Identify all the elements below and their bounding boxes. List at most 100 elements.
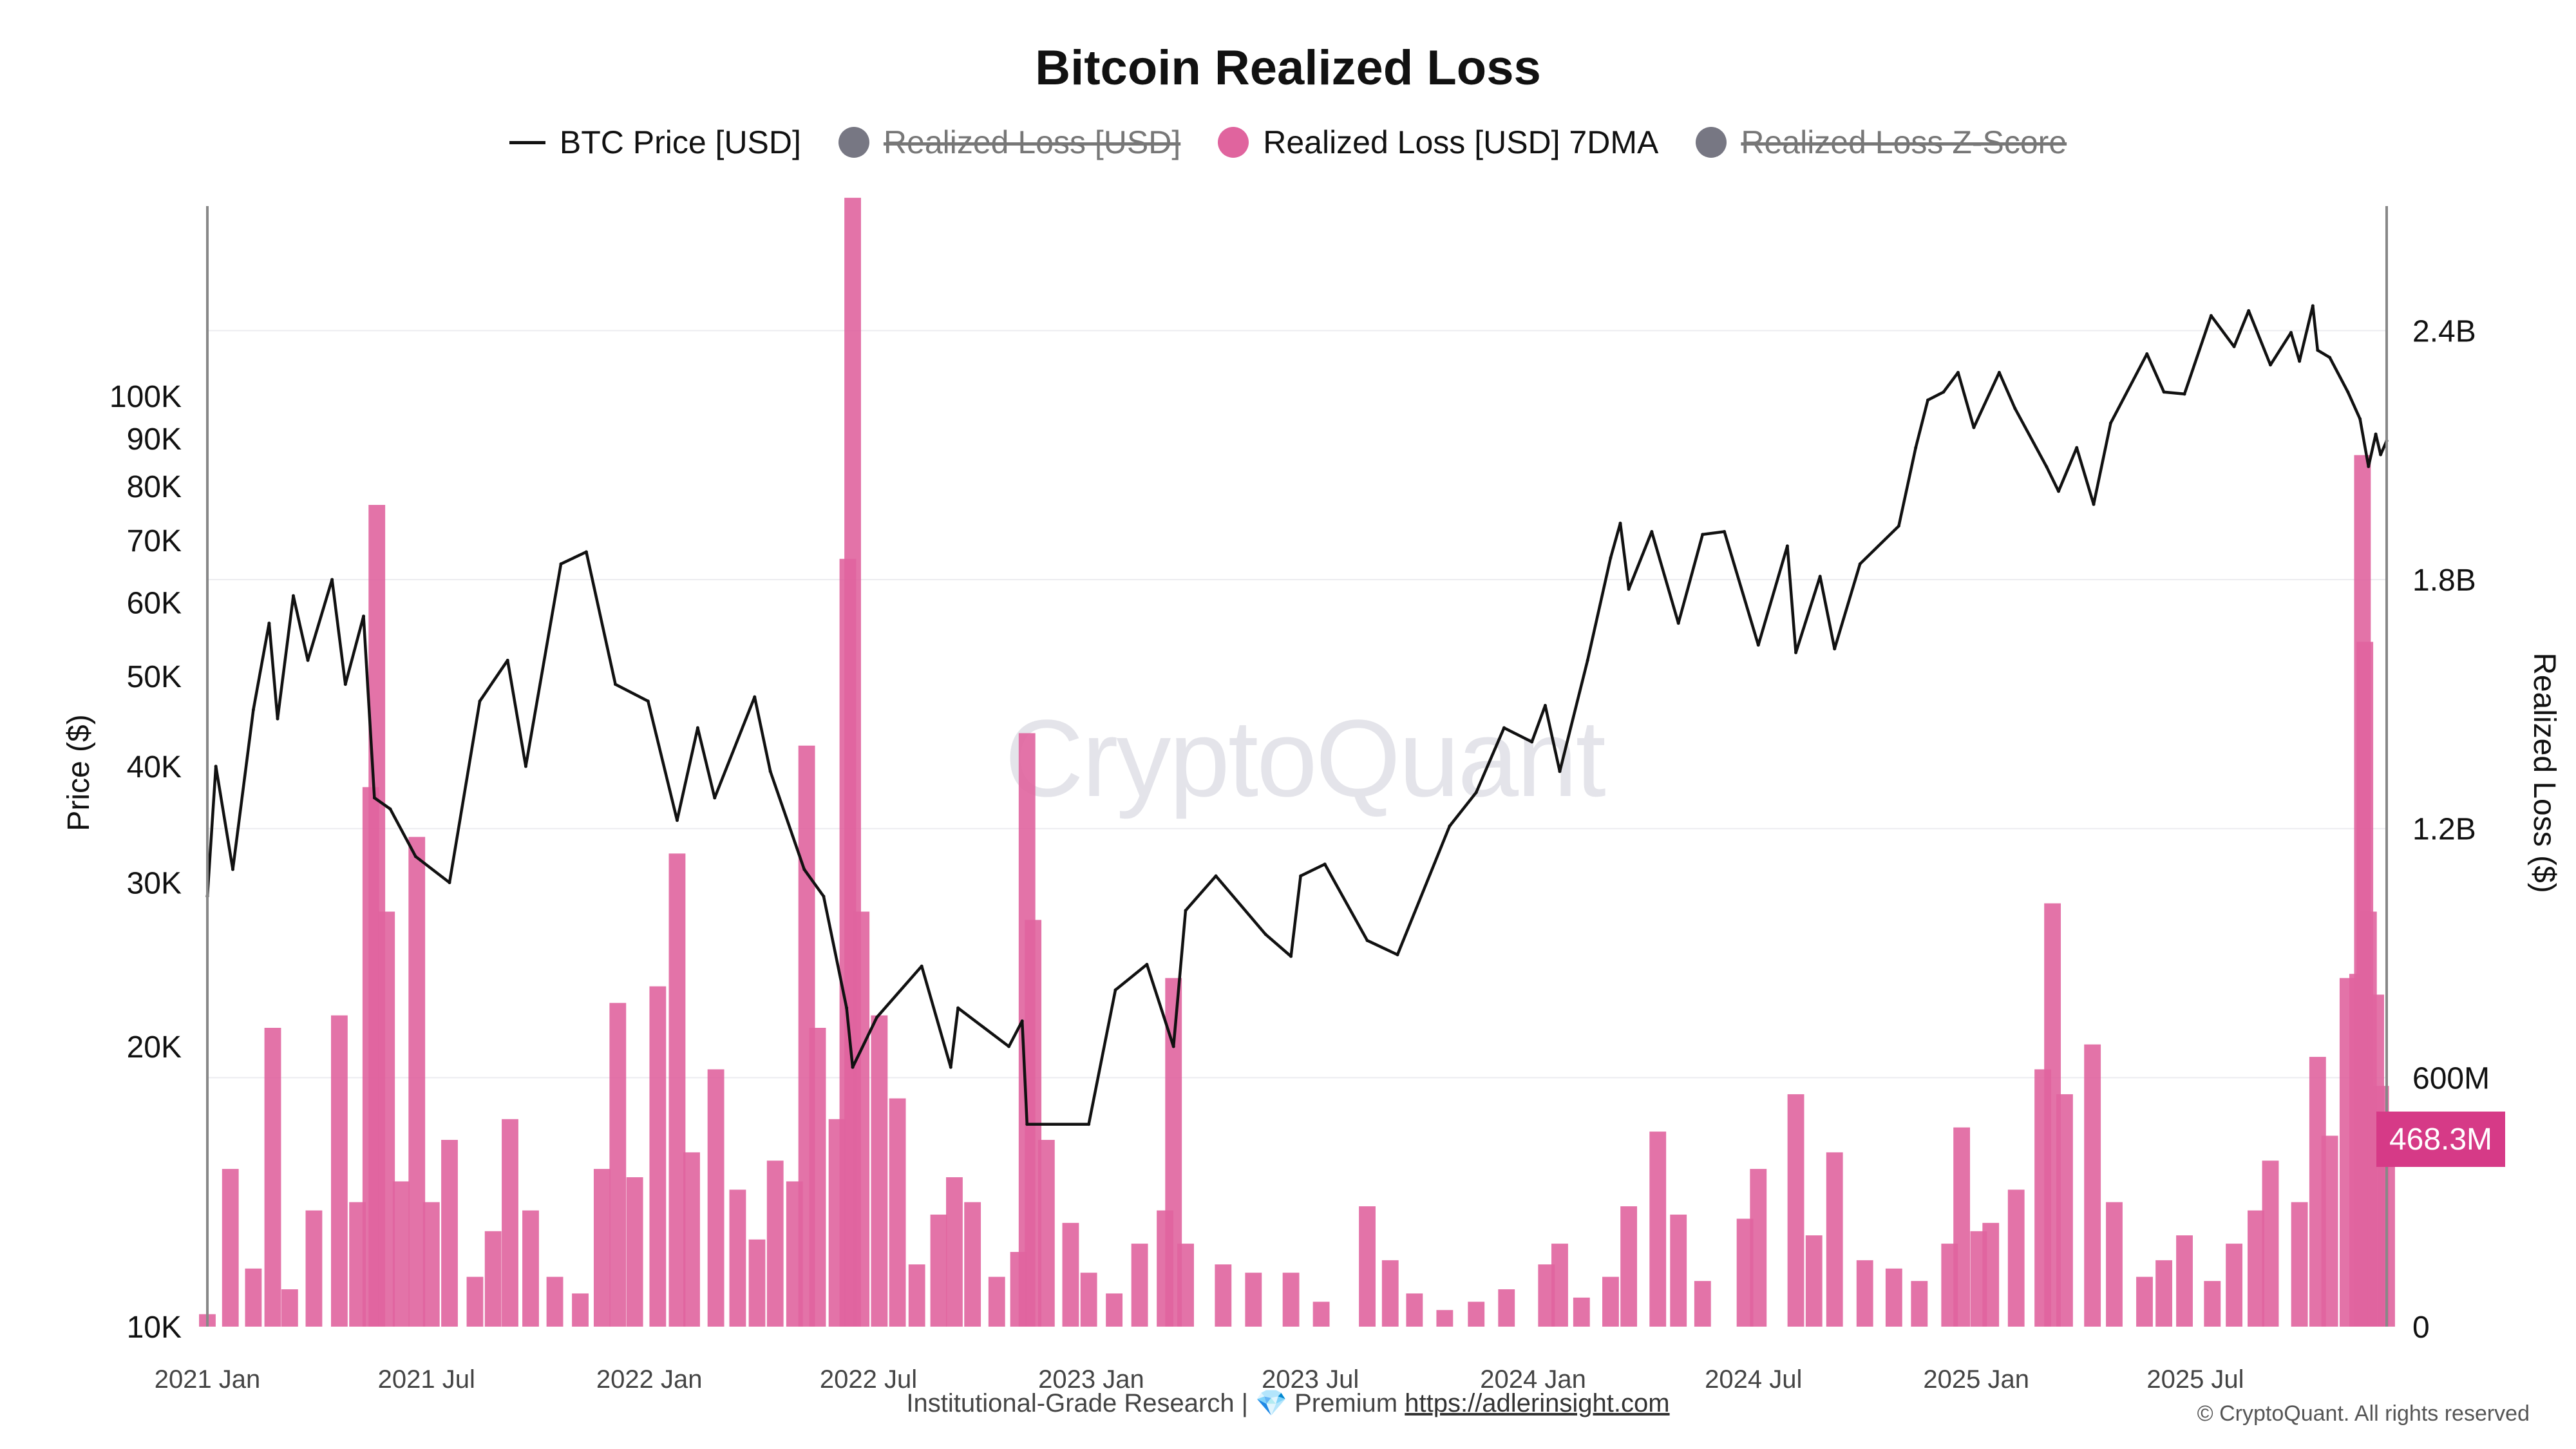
legend-item-z-score[interactable]: Realized Loss Z-Score (1696, 124, 2067, 161)
btc-price-point (1650, 529, 1654, 533)
btc-price-point (372, 796, 376, 800)
x-tick-label: 2023 Jan (1038, 1365, 1144, 1394)
btc-price-point (506, 658, 509, 662)
loss-bar (441, 1140, 458, 1327)
loss-bar (408, 837, 426, 1327)
legend-dot-icon (1218, 127, 1249, 158)
loss-bar (946, 1177, 963, 1327)
legend-label: BTC Price [USD] (559, 124, 801, 160)
loss-bar (2136, 1276, 2153, 1327)
btc-price-point (713, 796, 717, 800)
btc-price-point (1184, 909, 1188, 913)
btc-price-point (2247, 308, 2251, 312)
loss-bar (1436, 1310, 1454, 1327)
btc-price-point (875, 1016, 879, 1019)
btc-price-point (2162, 390, 2166, 394)
btc-price-point (2209, 314, 2213, 317)
btc-price-point (413, 855, 417, 858)
loss-bar (2204, 1281, 2221, 1327)
btc-price-point (559, 562, 563, 566)
btc-price-point (1396, 952, 1399, 956)
btc-price-point (753, 695, 757, 699)
btc-price-point (802, 867, 806, 871)
loss-bar (609, 1003, 627, 1327)
loss-bar (1498, 1289, 1515, 1327)
btc-price-point (920, 964, 923, 968)
btc-price-point (768, 770, 772, 773)
btc-price-point (2045, 464, 2049, 468)
btc-price-point (2379, 453, 2383, 457)
x-tick-label: 2024 Jul (1705, 1365, 1802, 1394)
loss-bar (2226, 1244, 2243, 1327)
loss-bar (1131, 1244, 1148, 1327)
loss-bar (809, 1028, 826, 1327)
loss-bar (422, 1202, 440, 1327)
loss-bar (2262, 1160, 2279, 1327)
btc-price-point (1171, 1045, 1175, 1048)
loss-bar (964, 1202, 981, 1327)
btc-price-point (2298, 359, 2302, 363)
legend-label: Realized Loss [USD] (883, 124, 1181, 160)
btc-price-point (2075, 446, 2079, 450)
legend-item-realized-loss-7dma[interactable]: Realized Loss [USD] 7DMA (1218, 124, 1658, 161)
left-tick-label: 50K (127, 660, 182, 694)
left-tick-label: 60K (127, 587, 182, 621)
right-tick-label: 1.2B (2412, 813, 2476, 847)
btc-price-point (306, 658, 310, 662)
loss-bar (572, 1293, 589, 1327)
btc-price-line (205, 304, 2389, 1126)
btc-price-point (1087, 1122, 1091, 1126)
btc-price-point (851, 1065, 855, 1069)
btc-price-point (2145, 352, 2149, 355)
loss-bar (281, 1289, 298, 1327)
btc-price-point (330, 578, 334, 582)
btc-price-point (1289, 954, 1293, 958)
btc-price-point (2108, 421, 2112, 425)
loss-bar (2007, 1189, 2025, 1327)
btc-price-point (614, 683, 618, 687)
loss-bar (2248, 1210, 2264, 1327)
loss-bar (593, 1169, 611, 1327)
loss-bar (908, 1264, 925, 1327)
btc-price-point (2092, 502, 2096, 506)
loss-bar (649, 986, 667, 1327)
btc-price-point (956, 1006, 960, 1010)
legend-item-btc-price[interactable]: BTC Price [USD] (509, 124, 801, 161)
right-tick-label: 1.8B (2412, 564, 2476, 598)
btc-price-point (2358, 417, 2362, 421)
loss-bar (871, 1015, 888, 1327)
btc-price-point (1474, 791, 1478, 795)
btc-price-point (1956, 370, 1960, 374)
btc-price-point (214, 764, 218, 768)
footer-link[interactable]: https://adlerinsight.com (1405, 1389, 1670, 1417)
loss-bar (930, 1215, 947, 1327)
loss-bar (330, 1015, 348, 1327)
loss-bar (1982, 1222, 2000, 1327)
btc-price-point (1543, 704, 1547, 708)
legend-label: Realized Loss Z-Score (1741, 124, 2067, 160)
btc-price-point (1609, 556, 1613, 560)
btc-price-point (2346, 390, 2350, 394)
btc-price-point (1818, 574, 1822, 578)
loss-bar (2106, 1202, 2123, 1327)
loss-bar (2155, 1260, 2173, 1327)
btc-price-point (291, 594, 295, 598)
right-tick-label: 0 (2412, 1311, 2430, 1345)
btc-price-point (1502, 726, 1506, 730)
btc-price-point (1020, 1019, 1024, 1023)
btc-price-point (1897, 524, 1900, 528)
btc-price-point (1833, 647, 1837, 651)
loss-bar (1649, 1132, 1667, 1327)
current-value-badge: 468.3M (2376, 1112, 2505, 1167)
btc-price-point (388, 807, 392, 811)
btc-price-point (646, 699, 650, 703)
btc-price-point (2269, 363, 2273, 367)
legend-item-realized-loss[interactable]: Realized Loss [USD] (838, 124, 1180, 161)
loss-bar (546, 1276, 564, 1327)
btc-price-point (1627, 587, 1631, 591)
loss-bar (2291, 1202, 2308, 1327)
btc-price-point (1972, 426, 1976, 430)
loss-bar (1062, 1222, 1079, 1327)
btc-price-point (949, 1065, 952, 1069)
btc-price-point (448, 881, 451, 885)
